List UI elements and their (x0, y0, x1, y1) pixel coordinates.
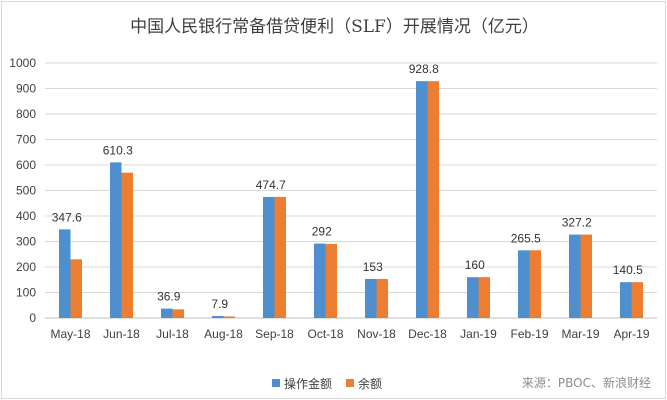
y-tick-label: 1000 (9, 56, 36, 70)
bar-balance-oct-18 (325, 244, 337, 318)
y-tick-label: 200 (16, 260, 36, 274)
data-label: 347.6 (52, 210, 82, 224)
bar-balance-aug-18 (223, 316, 235, 318)
y-tick-label: 600 (16, 158, 36, 172)
legend-item-operation: 操作金额 (272, 375, 332, 392)
x-tick-label: Aug-18 (204, 327, 243, 341)
legend: 操作金额 余额 (272, 374, 396, 392)
data-label: 265.5 (511, 231, 541, 245)
legend-item-balance: 余额 (346, 375, 382, 392)
x-tick-label: Mar-19 (561, 327, 599, 341)
bar-balance-apr-19 (631, 282, 643, 318)
data-label: 160 (465, 258, 485, 272)
x-tick-label: Sep-18 (255, 327, 294, 341)
bar-operation-aug-18 (212, 315, 224, 318)
bar-balance-mar-19 (580, 234, 592, 318)
y-tick-label: 400 (16, 209, 36, 223)
bar-balance-jun-18 (121, 172, 133, 318)
bar-operation-dec-18 (416, 81, 428, 318)
y-tick-label: 0 (29, 311, 36, 325)
bar-operation-may-18 (59, 229, 71, 318)
bar-balance-sep-18 (274, 196, 286, 318)
data-label: 36.9 (157, 290, 181, 304)
data-label: 928.8 (409, 62, 439, 76)
chart-title: 中国人民银行常备借贷便利（SLF）开展情况（亿元） (130, 17, 539, 37)
y-tick-label: 300 (16, 235, 36, 249)
bar-operation-nov-18 (365, 278, 377, 318)
bar-balance-dec-18 (427, 81, 439, 318)
bar-balance-may-18 (70, 259, 82, 318)
source-note: 来源：PBOC、新浪财经 (521, 376, 651, 390)
x-tick-label: Dec-18 (408, 327, 447, 341)
bar-operation-oct-18 (314, 243, 326, 318)
data-label: 140.5 (613, 263, 643, 277)
data-label: 153 (363, 260, 383, 274)
y-tick-label: 800 (16, 107, 36, 121)
legend-label-operation: 操作金额 (284, 376, 333, 391)
x-tick-label: Jan-19 (460, 327, 497, 341)
y-tick-label: 900 (16, 82, 36, 96)
data-label: 327.2 (562, 216, 592, 230)
bar-operation-feb-19 (518, 250, 530, 318)
x-tick-label: Jun-18 (103, 327, 140, 341)
bar-balance-jul-18 (172, 309, 184, 318)
legend-swatch-balance (346, 379, 355, 387)
y-tick-label: 700 (16, 133, 36, 147)
x-tick-label: Feb-19 (510, 327, 548, 341)
legend-swatch-operation (272, 379, 280, 387)
legend-label-balance: 余额 (358, 376, 383, 391)
bar-balance-jan-19 (478, 277, 490, 318)
data-label: 7.9 (211, 297, 228, 311)
x-tick-label: May-18 (50, 327, 90, 341)
bar-operation-mar-19 (569, 234, 581, 318)
data-label: 474.7 (256, 178, 286, 192)
bar-operation-sep-18 (263, 196, 275, 318)
x-tick-label: Nov-18 (357, 327, 396, 341)
x-tick-label: Apr-19 (613, 327, 649, 341)
bar-operation-apr-19 (620, 282, 632, 318)
bar-operation-jan-19 (467, 277, 479, 318)
bar-operation-jul-18 (161, 308, 173, 318)
data-label: 610.3 (103, 143, 133, 157)
bar-balance-feb-19 (529, 250, 541, 318)
x-tick-label: Jul-18 (156, 327, 189, 341)
bar-balance-nov-18 (376, 278, 388, 318)
y-tick-label: 500 (16, 184, 36, 198)
data-label: 292 (312, 225, 332, 239)
bar-operation-jun-18 (110, 162, 122, 318)
y-tick-label: 100 (16, 286, 36, 300)
x-tick-label: Oct-18 (307, 327, 343, 341)
